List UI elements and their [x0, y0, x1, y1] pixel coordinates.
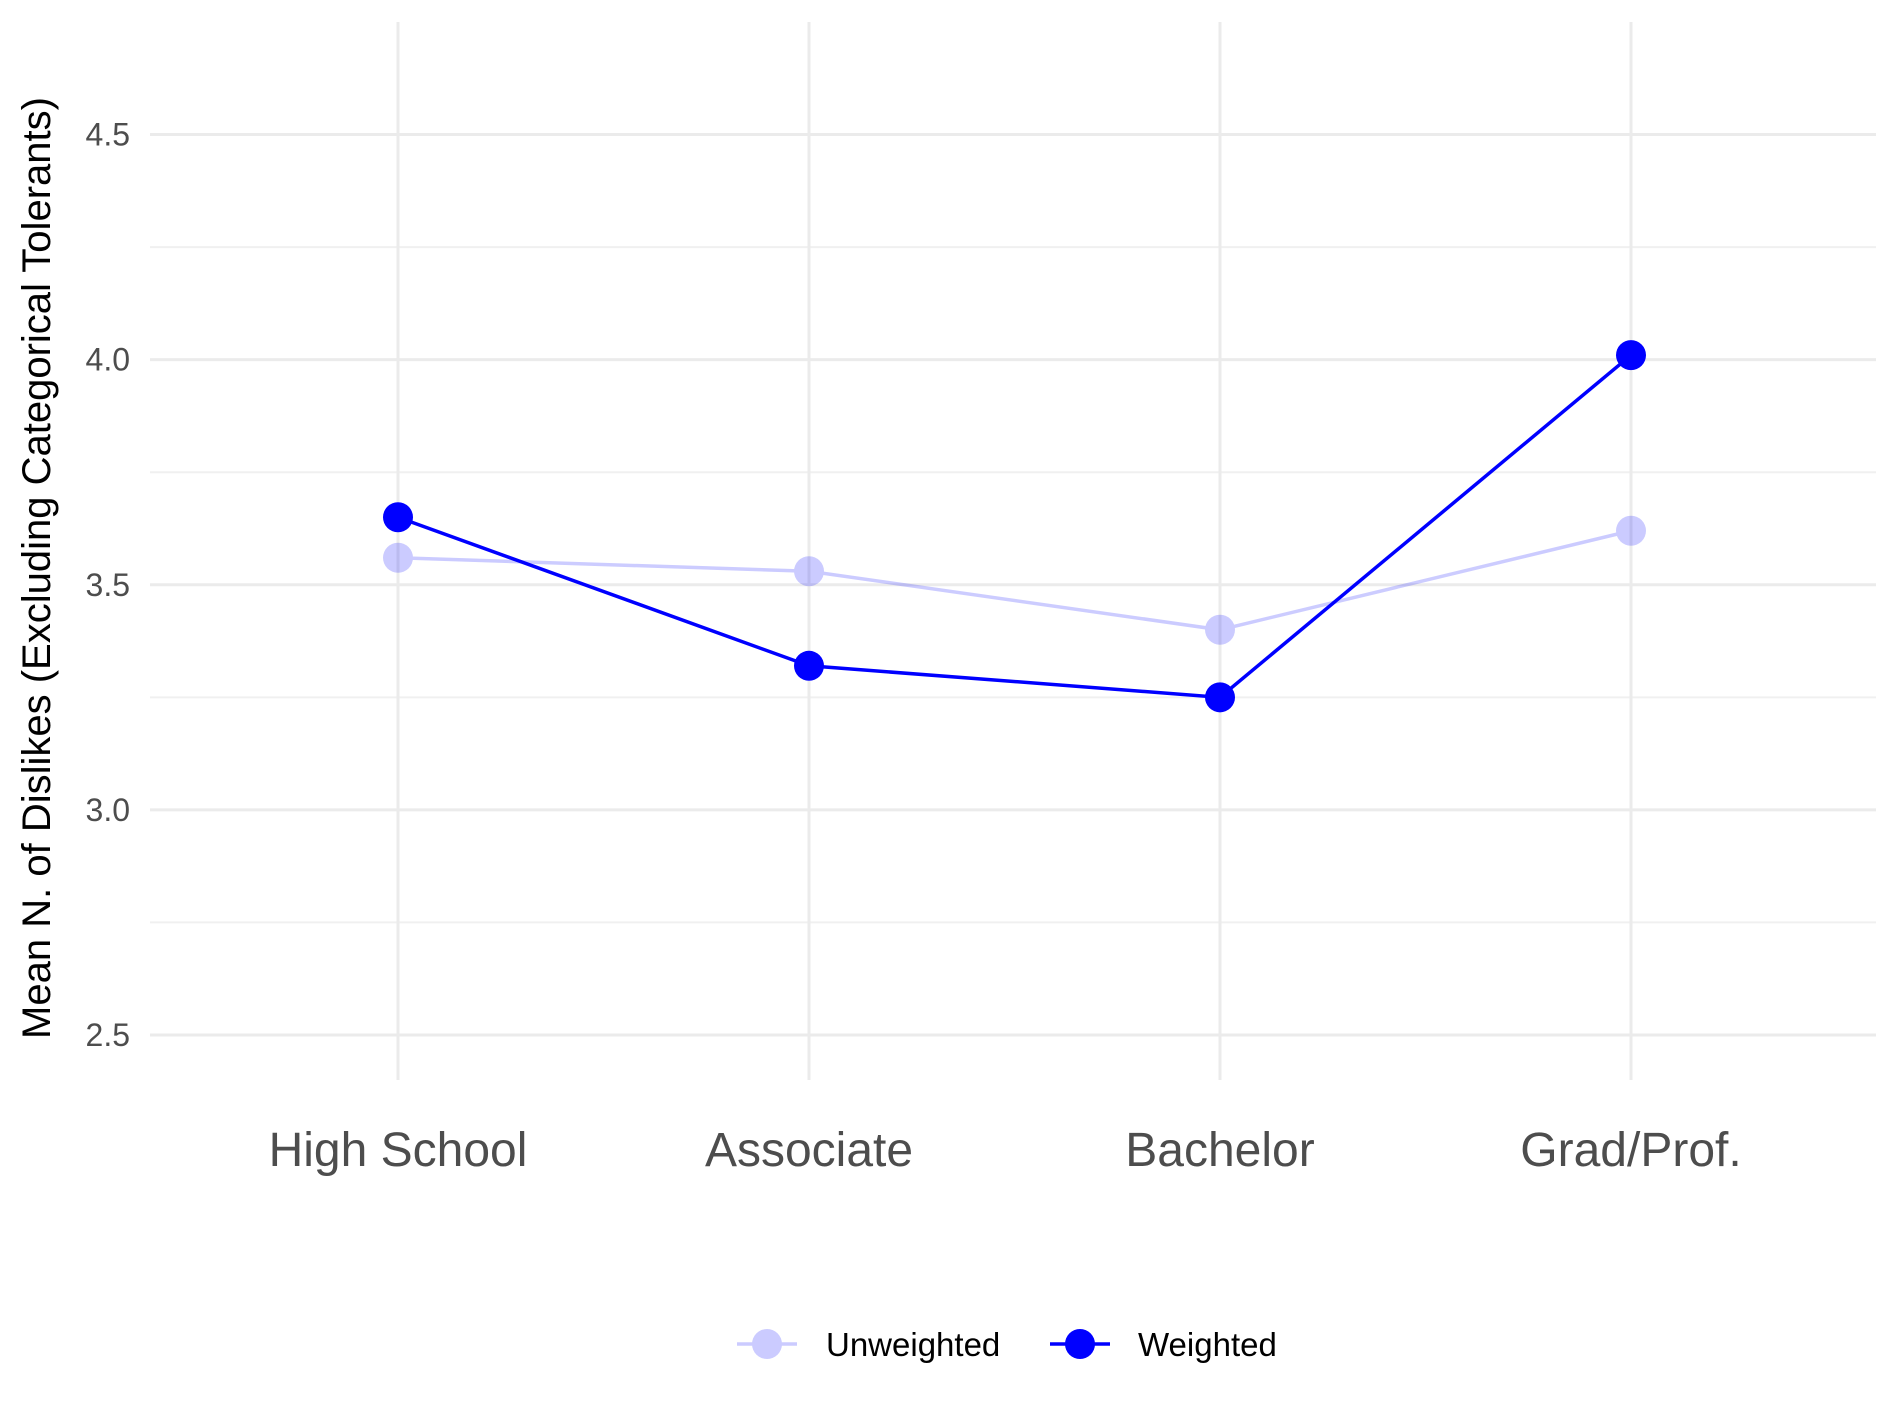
x-tick-label: Grad/Prof.: [1520, 1124, 1741, 1177]
x-tick-label: Associate: [705, 1124, 913, 1177]
series-unweighted: [383, 515, 1646, 645]
legend-key: [737, 1329, 797, 1359]
y-axis-ticks: 2.5 3.0 3.5 4.0 4.5: [86, 117, 130, 1053]
y-tick-label: 4.0: [86, 342, 130, 378]
x-axis-ticks: High School Associate Bachelor Grad/Prof.: [269, 1124, 1742, 1177]
legend-key: [1050, 1329, 1110, 1359]
y-tick-label: 3.5: [86, 567, 130, 603]
data-point: [794, 556, 824, 587]
data-point: [794, 650, 824, 681]
data-point: [1205, 614, 1235, 645]
y-axis-label: Mean N. of Dislikes (Excluding Categoric…: [15, 97, 59, 1039]
legend-label: Unweighted: [826, 1326, 1000, 1363]
data-point: [1205, 682, 1235, 713]
data-point: [1616, 340, 1646, 371]
series-weighted: [383, 340, 1646, 713]
legend-key-marker: [752, 1329, 782, 1359]
x-tick-label: Bachelor: [1125, 1124, 1314, 1177]
y-tick-label: 3.0: [86, 792, 130, 828]
series-line: [397, 529, 1632, 632]
data-point: [383, 542, 413, 573]
data-point: [383, 502, 413, 533]
legend-label: Weighted: [1138, 1326, 1277, 1363]
x-tick-label: High School: [269, 1124, 528, 1177]
grid: [150, 22, 1876, 1080]
legend: Unweighted Weighted: [737, 1326, 1277, 1363]
legend-item-unweighted: Unweighted: [737, 1326, 1000, 1363]
data-point: [1616, 515, 1646, 546]
y-tick-label: 4.5: [86, 117, 130, 153]
legend-item-weighted: Weighted: [1050, 1326, 1277, 1363]
y-tick-label: 2.5: [86, 1017, 130, 1053]
series-line: [397, 353, 1633, 700]
legend-key-marker: [1065, 1329, 1095, 1359]
series: [383, 340, 1646, 713]
